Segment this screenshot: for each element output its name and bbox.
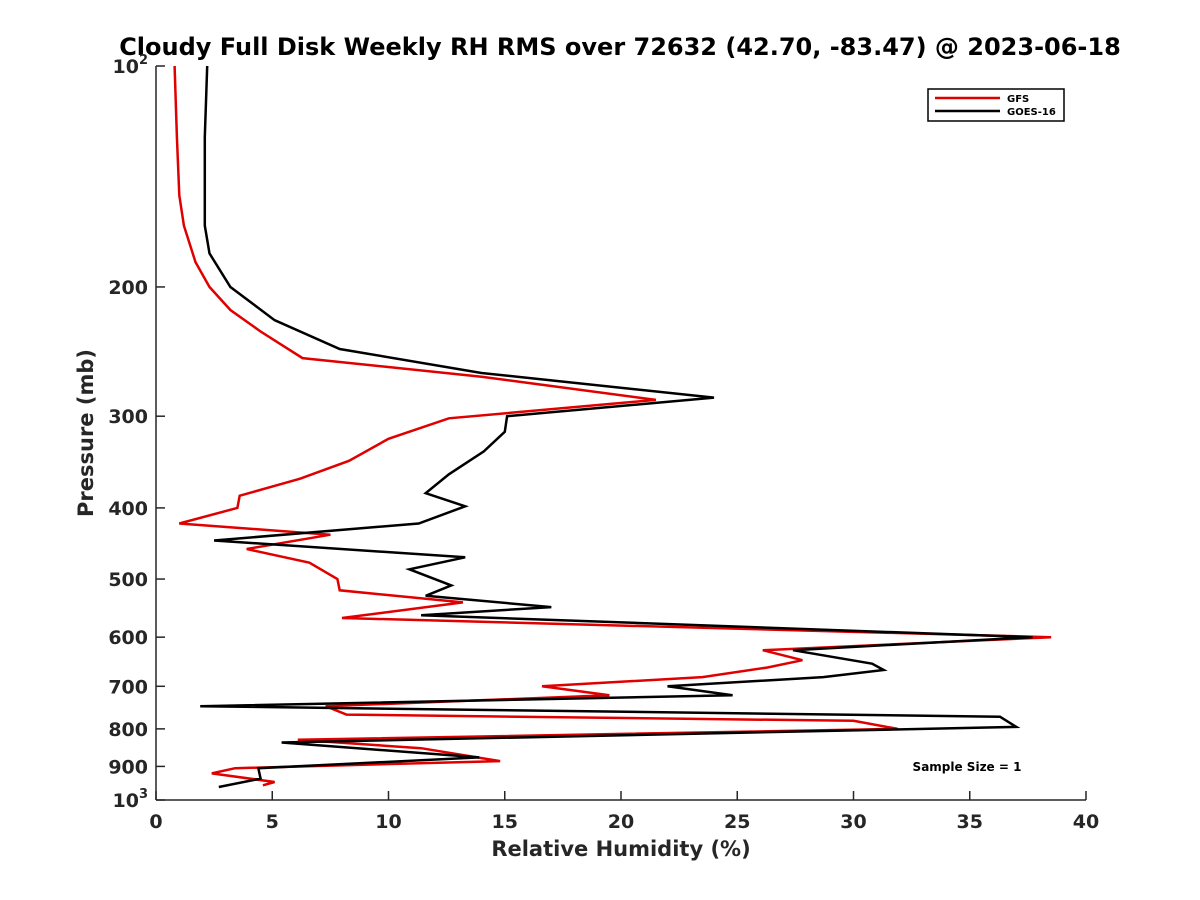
x-tick-label: 0 [149, 811, 162, 833]
y-tick-label: 700 [108, 676, 148, 698]
legend-label-goes-16: GOES-16 [1007, 107, 1056, 118]
x-tick-label: 5 [266, 811, 279, 833]
plot-area [173, 65, 1052, 789]
legend: GFS GOES-16 [927, 88, 1065, 122]
y-tick-label: 102 [113, 53, 149, 78]
y-tick-label: 500 [108, 569, 148, 591]
x-tick-label: 15 [492, 811, 518, 833]
chart-title: Cloudy Full Disk Weekly RH RMS over 7263… [119, 33, 1121, 61]
y-tick-label: 103 [113, 787, 149, 812]
x-tick-label: 40 [1073, 811, 1099, 833]
y-axis-label: Pressure (mb) [74, 349, 98, 517]
x-tick-label: 25 [724, 811, 750, 833]
sample-size-annotation: Sample Size = 1 [913, 760, 1022, 774]
legend-box [927, 88, 1065, 122]
y-ticks: 102 200 300 400 500 600 700 800 900 103 [108, 53, 165, 812]
y-tick-label: 800 [108, 719, 148, 741]
y-tick-label: 400 [108, 498, 148, 520]
y-tick-label: 300 [108, 406, 148, 428]
x-tick-label: 30 [840, 811, 866, 833]
series-line-goes-16 [200, 65, 1033, 789]
axes: 0 5 10 15 20 25 30 35 40 102 200 300 400 500 600 700 80… [108, 53, 1099, 833]
y-tick-label: 600 [108, 627, 148, 649]
series-line-gfs [173, 65, 1052, 787]
x-tick-label: 35 [957, 811, 983, 833]
x-axis-label: Relative Humidity (%) [491, 837, 750, 861]
x-ticks: 0 5 10 15 20 25 30 35 40 [149, 791, 1099, 833]
legend-label-gfs: GFS [1007, 94, 1029, 105]
x-tick-label: 10 [375, 811, 401, 833]
y-tick-label: 900 [108, 756, 148, 778]
x-tick-label: 20 [608, 811, 634, 833]
y-tick-label: 200 [108, 277, 148, 299]
